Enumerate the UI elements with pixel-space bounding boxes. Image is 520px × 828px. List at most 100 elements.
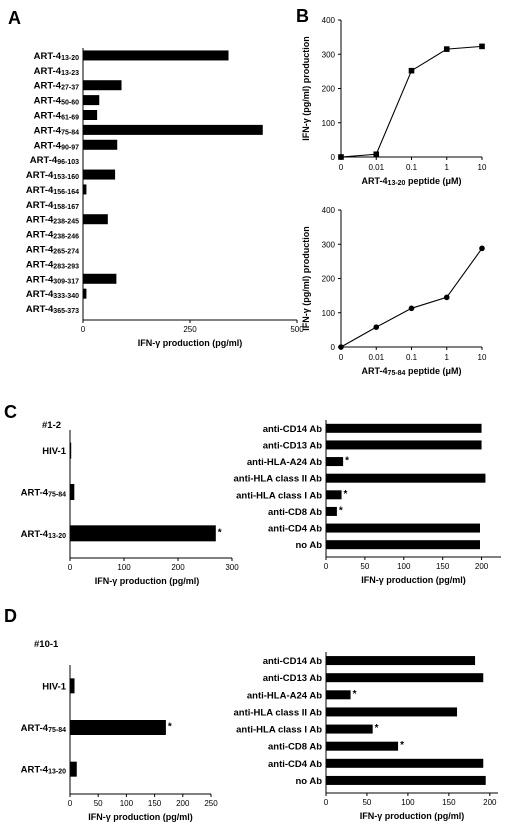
D-left-x-tick-label: 150 <box>148 799 162 808</box>
charts-layer: ART-413-20 ART-413-23 ART-427-37 ART-450-60… <box>21 16 501 822</box>
A-category-label: ART-413-20 <box>34 51 79 62</box>
A-category-label: ART-4158-167 <box>26 200 79 211</box>
C-right-significance-marker: * <box>345 456 349 467</box>
B1-data-point <box>338 154 344 160</box>
C-right-bar <box>326 440 482 450</box>
A-bar <box>83 139 118 150</box>
C-left-bar <box>70 442 72 459</box>
D-right-x-tick-label: 0 <box>324 798 329 807</box>
D-left-x-tick-label: 0 <box>68 799 73 808</box>
B2-series-line <box>340 248 483 348</box>
A-category-label: ART-4283-293 <box>26 259 79 270</box>
B2-x-tick-label: 0.1 <box>406 353 418 362</box>
C-right-x-tick-label: 100 <box>397 562 411 571</box>
B2-y-tick-label: 0 <box>331 343 336 352</box>
B2-y-tick-label: 200 <box>322 275 336 284</box>
B2-x-tick-label: 0.01 <box>368 353 384 362</box>
A-x-tick-label: 250 <box>183 325 197 334</box>
A-category-label: ART-4365-373 <box>26 304 79 315</box>
D-right-category-label: anti-HLA class II Ab <box>233 707 322 718</box>
B1-data-point <box>443 46 450 52</box>
B1-x-tick-label: 0 <box>339 163 344 172</box>
C-right-x-tick-label: 200 <box>475 562 489 571</box>
D-right-significance-marker: * <box>353 689 357 700</box>
B1-x-tick-label: 1 <box>445 163 450 172</box>
B1-y-tick-label: 200 <box>322 85 336 94</box>
A-bar <box>83 214 108 225</box>
D-right-significance-marker: * <box>400 740 404 751</box>
C-right-x-tick-label: 150 <box>436 562 450 571</box>
A-category-label: ART-427-37 <box>34 81 79 92</box>
C-right-category-label: anti-CD14 Ab <box>263 424 322 435</box>
B2-x-axis-title: ART-475-84 peptide (μM) <box>362 366 462 377</box>
B2-data-point <box>479 245 485 252</box>
C-right-bar <box>326 457 344 467</box>
C-left-x-axis-title: IFN-γ production (pg/ml) <box>95 576 199 586</box>
C-right-category-label: anti-HLA class I Ab <box>236 490 322 501</box>
C-right-category-label: no Ab <box>295 540 322 551</box>
B1-x-tick-label: 0.01 <box>368 163 384 172</box>
B2-y-axis-title: IFN-γ (pg/ml) production <box>301 226 311 330</box>
A-category-label: ART-4238-246 <box>26 230 79 241</box>
C-left-x-tick-label: 100 <box>117 563 131 572</box>
D-right-x-tick-label: 150 <box>442 798 456 807</box>
D-left-bar <box>70 720 166 735</box>
A-category-label: ART-496-103 <box>30 155 79 166</box>
A-category-label: ART-4309-317 <box>26 274 79 285</box>
D-left-category-label: ART-413-20 <box>21 765 66 776</box>
D-right-bar <box>326 673 484 683</box>
D-right-x-axis-title: IFN-γ production (pg/ml) <box>360 811 464 821</box>
D-left-x-tick-label: 100 <box>120 799 134 808</box>
C-right-bar <box>326 473 486 483</box>
D-right-category-label: anti-CD13 Ab <box>263 673 322 684</box>
B1-y-axis-title: IFN-γ (pg/ml) production <box>301 36 311 140</box>
D-right-x-tick-label: 200 <box>483 798 497 807</box>
panel-label-d: D <box>4 606 17 626</box>
D-left-x-tick-label: 50 <box>94 799 103 808</box>
D-left-subtitle: #10-1 <box>34 639 59 650</box>
C-left-subtitle: #1-2 <box>42 420 61 431</box>
A-category-label: ART-4238-245 <box>26 215 79 226</box>
C-right-bar <box>326 490 342 500</box>
A-bar <box>83 110 98 120</box>
D-right-category-label: anti-CD14 Ab <box>263 656 322 667</box>
D-left-bar <box>70 761 77 777</box>
A-bar <box>83 95 100 106</box>
B2-x-tick-label: 1 <box>445 353 450 362</box>
B2-y-tick-label: 100 <box>322 309 336 318</box>
B2-data-point <box>408 305 415 312</box>
D-left-bar <box>70 678 75 694</box>
B1-x-axis-title: ART-413-20 peptide (μM) <box>362 176 462 187</box>
A-bar <box>83 273 117 284</box>
A-bar <box>83 50 229 61</box>
B1-series-line <box>340 45 483 158</box>
A-category-label: ART-413-23 <box>34 66 79 77</box>
panel-label-a: A <box>8 8 21 28</box>
C-right-bar <box>326 423 482 433</box>
A-category-label: ART-4156-164 <box>26 185 79 196</box>
A-category-label: ART-475-84 <box>34 125 79 136</box>
B2-data-point <box>443 294 450 301</box>
D-right-significance-marker: * <box>375 723 379 734</box>
A-bar <box>83 184 87 195</box>
C-right-x-tick-label: 0 <box>324 562 329 571</box>
B1-y-tick-label: 0 <box>331 153 336 162</box>
B1-y-tick-label: 100 <box>322 119 336 128</box>
D-right-category-label: anti-HLA class I Ab <box>236 725 322 736</box>
D-left-category-label: ART-475-84 <box>21 723 66 734</box>
D-right-x-tick-label: 50 <box>362 798 371 807</box>
D-right-category-label: anti-HLA-A24 Ab <box>247 690 322 701</box>
D-right-category-label: anti-CD8 Ab <box>268 742 322 753</box>
D-right-bar <box>326 707 458 717</box>
B2-y-tick-label: 300 <box>322 240 336 249</box>
B1-data-point <box>408 67 415 74</box>
C-left-category-label: ART-413-20 <box>21 529 66 540</box>
A-category-label: ART-461-69 <box>34 111 79 122</box>
D-left-x-tick-label: 200 <box>176 799 190 808</box>
panel-label-b: B <box>296 6 309 26</box>
C-right-category-label: anti-HLA class II Ab <box>233 474 322 485</box>
A-category-label: ART-4153-160 <box>26 170 79 181</box>
C-left-bar <box>70 525 216 542</box>
A-bar <box>83 124 263 135</box>
